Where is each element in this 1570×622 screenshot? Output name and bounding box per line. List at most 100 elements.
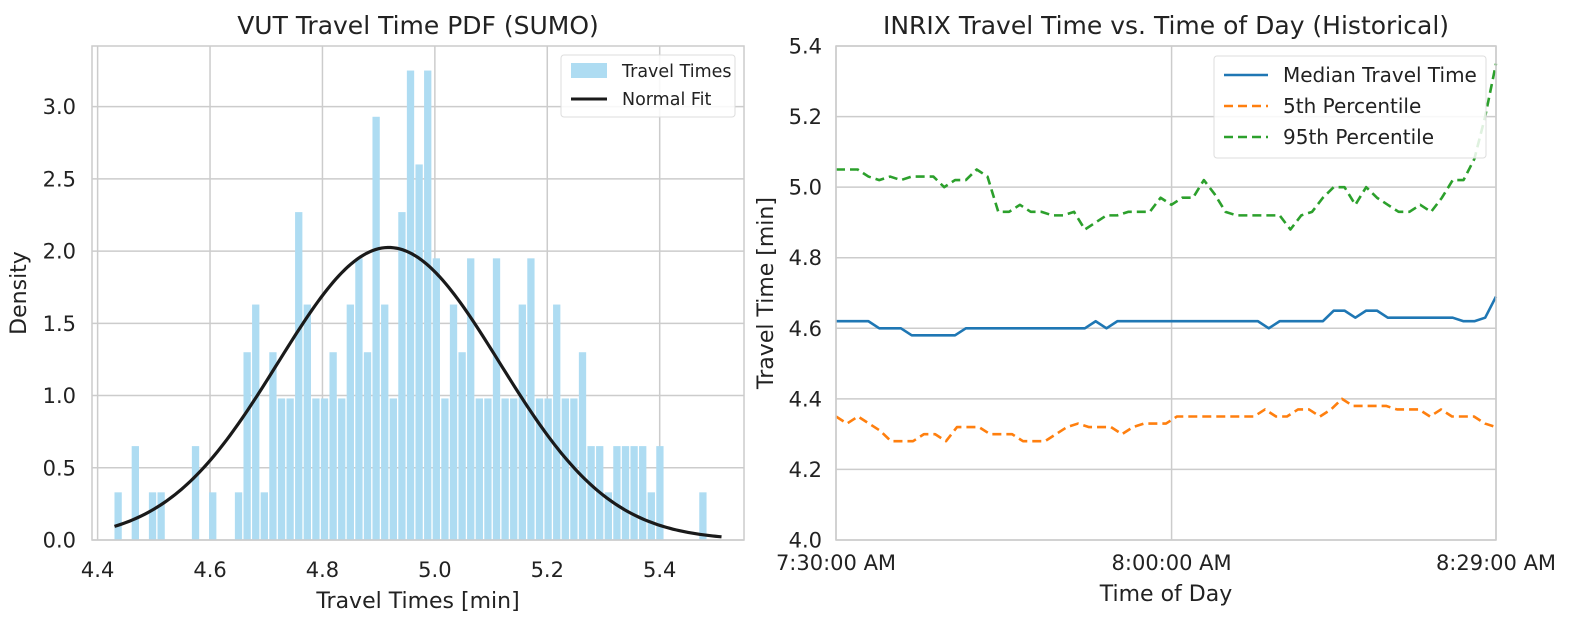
line-y-tick-label: 5.0 <box>789 176 822 200</box>
median-travel-time-line <box>836 295 1498 337</box>
histogram-bar <box>329 352 337 540</box>
normal-fit-curve <box>114 245 722 539</box>
line-x-tick-label: 7:30:00 AM <box>776 551 896 575</box>
histogram-bar <box>406 70 415 541</box>
histogram-bar <box>441 398 449 540</box>
histogram-bar <box>656 446 664 540</box>
histogram-bar <box>415 164 423 540</box>
histogram-bar <box>544 398 552 540</box>
histogram-x-ticks: 4.4 4.6 4.8 5.0 5.2 5.4 <box>81 558 676 582</box>
histogram-bar <box>209 492 217 540</box>
histogram-y-axis-label: Density <box>7 251 32 335</box>
histogram-bar <box>467 258 475 540</box>
histogram-bar <box>578 352 587 540</box>
histogram-bar <box>243 352 251 540</box>
histogram-x-axis-label: Travel Times [min] <box>315 589 519 614</box>
line-y-tick-label: 4.0 <box>789 529 822 553</box>
histogram-bar <box>484 398 492 540</box>
95th-percentile-line <box>836 63 1498 231</box>
histogram-y-tick-label: 1.5 <box>43 312 76 336</box>
histogram-bar <box>518 304 526 540</box>
histogram-bar <box>458 352 466 540</box>
histogram-y-tick-label: 0.0 <box>43 529 76 553</box>
histogram-bar <box>295 212 303 540</box>
legend-label-95th-percentile: 95th Percentile <box>1283 125 1434 149</box>
histogram-bar <box>277 398 286 540</box>
histogram-bar <box>553 304 561 540</box>
histogram-bar <box>621 446 630 540</box>
histogram-bar <box>630 446 638 540</box>
histogram-y-tick-label: 1.0 <box>43 384 76 408</box>
line-chart-title: INRIX Travel Time vs. Time of Day (Histo… <box>883 11 1449 40</box>
line-y-tick-label: 5.2 <box>789 105 822 129</box>
histogram-bar <box>363 352 372 540</box>
histogram-x-tick-label: 5.2 <box>531 558 564 582</box>
legend-swatch-travel-times <box>571 63 607 78</box>
legend-label-median: Median Travel Time <box>1283 63 1477 87</box>
line-y-axis-label: Travel Time [min] <box>754 197 779 390</box>
histogram-bar <box>148 492 157 540</box>
histogram-bar <box>114 492 122 540</box>
histogram-bar <box>312 398 320 540</box>
histogram-bar <box>647 492 655 540</box>
histogram-y-tick-label: 2.5 <box>43 167 76 191</box>
histogram-bar <box>527 258 535 540</box>
histogram-y-tick-label: 3.0 <box>43 95 76 119</box>
histogram-x-tick-label: 5.4 <box>643 558 676 582</box>
histogram-x-tick-label: 4.4 <box>81 558 114 582</box>
histogram-x-tick-label: 4.8 <box>306 558 339 582</box>
histogram-bar <box>381 304 389 540</box>
histogram-bar <box>424 70 432 541</box>
histogram-bar <box>535 398 544 540</box>
histogram-bar <box>252 304 260 540</box>
histogram-bar <box>320 398 329 540</box>
line-legend-box <box>1213 55 1487 159</box>
histogram-bar <box>260 492 268 540</box>
histogram-bar <box>587 446 595 540</box>
line-series <box>835 63 1498 443</box>
line-y-tick-label: 4.8 <box>789 246 822 270</box>
histogram-bar <box>492 258 501 540</box>
line-x-axis-label: Time of Day <box>1099 582 1232 607</box>
histogram-bars <box>114 70 870 541</box>
5th-percentile-line <box>835 397 1497 443</box>
histogram-bar <box>191 446 200 540</box>
histogram-legend: Travel Times Normal Fit <box>560 54 736 118</box>
line-y-tick-label: 4.6 <box>789 317 822 341</box>
histogram-plot-frame <box>91 45 745 541</box>
histogram-bar <box>639 446 647 540</box>
legend-label-travel-times: Travel Times <box>621 62 732 82</box>
histogram-bar <box>338 398 346 540</box>
histogram-bar <box>699 492 707 540</box>
histogram-bar <box>234 492 243 540</box>
line-x-tick-label: 8:29:00 AM <box>1436 551 1556 575</box>
histogram-panel: 4.4 4.6 4.8 5.0 5.2 5.4 0.0 0.5 1.0 1.5 2.0 2.5 3.0… <box>7 11 870 614</box>
histogram-bar <box>355 258 363 540</box>
legend-label-5th-percentile: 5th Percentile <box>1283 94 1421 118</box>
histogram-bar <box>286 398 294 540</box>
histogram-title: VUT Travel Time PDF (SUMO) <box>237 11 599 40</box>
line-legend: Median Travel Time 5th Percentile 95th P… <box>1213 55 1487 159</box>
line-y-ticks: 4.0 4.2 4.4 4.6 4.8 5.0 5.2 5.4 <box>789 35 822 553</box>
line-y-tick-label: 4.4 <box>789 387 822 411</box>
histogram-bar <box>613 446 621 540</box>
histogram-y-tick-label: 0.5 <box>43 456 76 480</box>
histogram-x-tick-label: 5.0 <box>418 558 451 582</box>
line-x-tick-label: 8:00:00 AM <box>1112 551 1232 575</box>
histogram-y-ticks: 0.0 0.5 1.0 1.5 2.0 2.5 3.0 <box>43 95 76 552</box>
histogram-x-tick-label: 4.6 <box>193 558 226 582</box>
histogram-bar <box>501 398 509 540</box>
histogram-bar <box>372 116 380 541</box>
line-x-ticks: 7:30:00 AM 8:00:00 AM 8:29:00 AM <box>776 551 1556 575</box>
histogram-bar <box>398 212 406 540</box>
line-chart-panel: 7:30:00 AM 8:00:00 AM 8:29:00 AM 4.0 4.2 4.4… <box>754 11 1556 607</box>
histogram-bar <box>303 304 311 540</box>
line-y-tick-label: 4.2 <box>789 458 822 482</box>
line-y-tick-label: 5.4 <box>789 35 822 59</box>
histogram-bar <box>157 492 165 540</box>
histogram-bar <box>449 304 458 540</box>
histogram-bar <box>475 398 483 540</box>
histogram-bar <box>510 398 518 540</box>
histogram-y-tick-label: 2.0 <box>43 240 76 264</box>
histogram-bar <box>131 446 139 540</box>
